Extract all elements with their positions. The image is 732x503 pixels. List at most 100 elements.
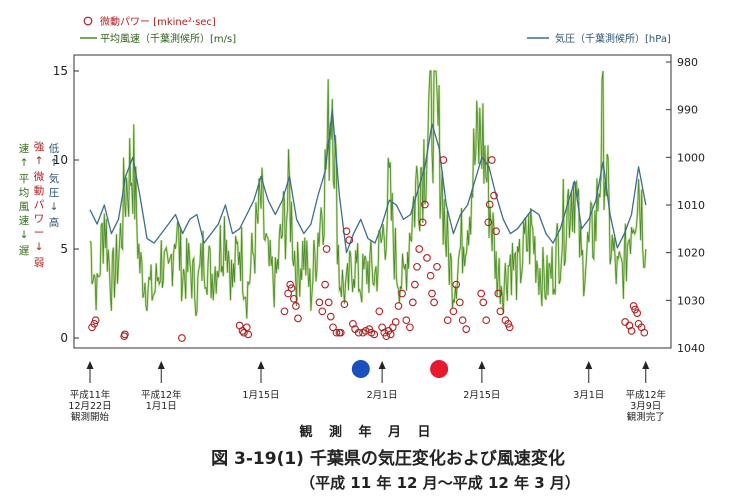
caption-title: 図 3-19(1) 千葉県の気圧変化および風速変化	[211, 448, 565, 469]
power-point	[449, 307, 458, 316]
right-tick-label: 1020	[677, 247, 705, 260]
power-point	[345, 236, 354, 244]
date-label: 2月1日	[367, 390, 398, 401]
power-point	[484, 218, 493, 227]
power-point	[452, 280, 461, 289]
annotation-char: ー	[34, 227, 45, 239]
annotation-char: 弱	[34, 257, 45, 269]
power-point	[318, 307, 327, 316]
right-tick-label: 1030	[677, 294, 705, 307]
date-label: 2月15日	[463, 390, 500, 401]
power-point	[315, 298, 324, 307]
power-point	[477, 289, 486, 298]
date-arrow-head	[257, 361, 265, 369]
power-point	[244, 330, 253, 339]
left-tick-label: 0	[60, 331, 68, 345]
power-point	[402, 316, 411, 325]
right-tick-label: 1010	[677, 199, 705, 212]
annotation-char: 風	[19, 201, 30, 213]
annotation-char: パ	[34, 199, 45, 211]
power-point	[418, 218, 427, 227]
red-event-marker	[430, 360, 449, 378]
power-point	[443, 316, 452, 325]
annotation-char: 速	[19, 143, 30, 155]
right-tick-label: 1000	[677, 151, 705, 164]
wind-series	[89, 69, 647, 319]
date-arrow-head	[157, 361, 165, 369]
power-point	[286, 280, 295, 289]
power-point	[621, 318, 629, 326]
power-point	[490, 191, 498, 200]
power-point	[428, 289, 436, 298]
power-point	[455, 298, 464, 307]
right-tick-label: 1040	[677, 342, 705, 355]
annotation-char: ↑	[35, 155, 44, 167]
pressure-series	[89, 109, 647, 254]
power-point	[284, 289, 292, 298]
power-point	[430, 298, 438, 307]
annotation-char: 遅	[19, 245, 30, 257]
date-label: 観測完了	[627, 411, 665, 423]
power-point	[386, 330, 395, 339]
date-label: 3月9日	[630, 401, 661, 412]
power-point	[292, 302, 300, 310]
power-point	[462, 325, 471, 333]
legend-power-swatch	[83, 16, 93, 26]
power-point	[336, 328, 345, 337]
legend-power-label: 微動パワー [mkine²·sec]	[100, 15, 216, 28]
power-point	[421, 200, 429, 209]
date-label: 12月22日	[68, 401, 111, 412]
power-point	[342, 227, 351, 236]
power-point	[287, 284, 296, 293]
blue-event-marker	[351, 360, 370, 378]
power-point	[391, 318, 400, 326]
right-tick-label: 990	[677, 104, 698, 117]
plot-frame	[73, 54, 672, 349]
power-series	[88, 156, 649, 342]
annotation-char: 強	[34, 140, 45, 153]
power-point	[121, 330, 129, 339]
power-point	[411, 280, 419, 289]
date-label: 平成12年	[141, 389, 182, 401]
left-tick-label: 15	[53, 64, 68, 78]
power-point	[340, 300, 349, 309]
date-arrow-head	[378, 361, 386, 369]
annotation-char: 気	[49, 172, 60, 185]
power-point	[329, 323, 337, 332]
annotation-char: 微	[34, 170, 45, 183]
power-point	[294, 314, 302, 323]
power-point	[375, 307, 384, 316]
date-label: 平成11年	[70, 389, 111, 401]
right-tick-label: 980	[677, 56, 698, 69]
wind-series-line	[89, 70, 647, 319]
legend: 微動パワー [mkine²·sec] 平均風速（千葉測候所）[m/s] 気圧（千…	[80, 15, 671, 45]
annotation-char: 動	[34, 184, 45, 197]
date-label: 平成12年	[625, 389, 666, 401]
wind-series-glow	[89, 69, 647, 319]
legend-wind-label: 平均風速（千葉測候所）[m/s]	[100, 32, 236, 45]
date-arrow-head	[86, 361, 94, 369]
power-point	[324, 298, 333, 307]
power-point	[178, 334, 186, 342]
power-point	[354, 328, 363, 337]
annotation-char: 低	[49, 142, 60, 155]
power-point	[90, 319, 99, 328]
power-point	[492, 227, 500, 236]
power-point	[321, 280, 329, 289]
power-point	[423, 254, 431, 262]
date-label: 1月1日	[146, 401, 177, 412]
annotation-char: 圧	[49, 187, 60, 199]
legend-pressure-label: 気圧（千葉測候所）[hPa]	[555, 32, 671, 45]
power-point	[91, 316, 100, 325]
annotation-char: ↑	[20, 157, 29, 169]
power-point	[332, 328, 341, 337]
annotation-char: ワ	[34, 213, 45, 225]
caption-period: （平成 11 年 12 月～平成 12 年 3 月）	[300, 474, 580, 492]
power-point	[398, 289, 406, 298]
x-axis-label: 観 測 年 月 日	[298, 424, 436, 440]
power-point	[370, 330, 379, 339]
power-point	[504, 319, 513, 328]
annotation-char: 速	[19, 215, 30, 227]
power-point	[496, 307, 505, 316]
